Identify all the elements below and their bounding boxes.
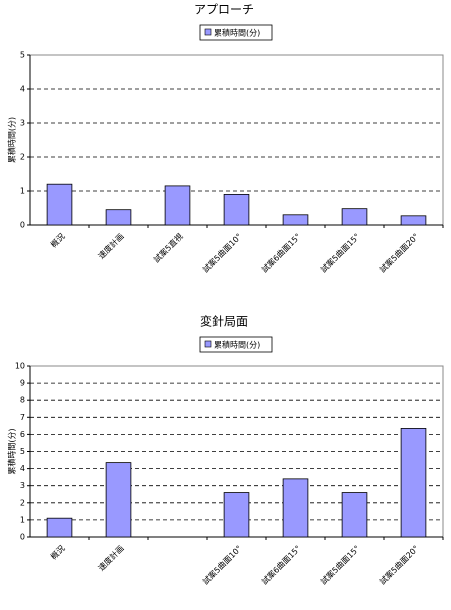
x-tick-label: 試案5曲面15° <box>318 231 361 274</box>
y-tick-label: 8 <box>20 396 25 405</box>
legend-label: 累積時間(分) <box>214 340 260 350</box>
x-tick-label: 試案6曲面15° <box>259 543 302 586</box>
y-axis-label: 累積時間(分) <box>7 117 17 163</box>
x-tick-label: 試案5曲面20° <box>377 543 420 586</box>
bar <box>400 215 427 226</box>
bar <box>282 478 309 538</box>
y-tick-label: 2 <box>20 153 25 162</box>
x-tick-label: 速度計画 <box>96 543 126 573</box>
y-tick-label: 3 <box>20 119 25 128</box>
y-tick-label: 0 <box>20 221 25 230</box>
bar <box>223 492 250 538</box>
legend-swatch <box>204 28 212 36</box>
bar <box>400 428 427 538</box>
bar <box>164 185 191 226</box>
bar <box>105 462 132 538</box>
bar <box>223 193 250 226</box>
y-tick-label: 2 <box>20 498 25 507</box>
bar <box>282 214 309 226</box>
legend-box <box>199 336 273 353</box>
y-tick-label: 5 <box>20 51 25 60</box>
x-tick-label: 試案5曲面10° <box>200 543 243 586</box>
x-tick-label: 試案5曲面20° <box>377 231 420 274</box>
y-tick-label: 10 <box>15 362 25 371</box>
y-tick-label: 3 <box>20 481 25 490</box>
bar <box>341 492 368 538</box>
x-tick-label: 速度計画 <box>96 231 126 261</box>
y-axis-label: 累積時間(分) <box>7 428 17 474</box>
chart-title: アプローチ <box>194 3 254 17</box>
legend-box <box>199 24 273 41</box>
y-tick-label: 6 <box>20 430 25 439</box>
x-tick-label: 概況 <box>48 231 66 249</box>
legend-swatch <box>204 340 212 348</box>
bar <box>46 517 73 538</box>
y-tick-label: 1 <box>20 187 25 196</box>
chart-title: 変針局面 <box>200 314 248 329</box>
y-tick-label: 7 <box>20 413 25 422</box>
y-tick-label: 1 <box>20 515 25 524</box>
y-tick-label: 5 <box>20 447 25 456</box>
x-tick-label: 概況 <box>48 543 66 561</box>
y-tick-label: 4 <box>20 464 25 473</box>
y-tick-label: 4 <box>20 85 25 94</box>
legend-label: 累積時間(分) <box>214 28 260 38</box>
x-tick-label: 試案5曲面10° <box>200 231 243 274</box>
bar <box>341 208 368 226</box>
x-tick-label: 試案5直視 <box>151 231 184 264</box>
bar <box>105 209 132 226</box>
bar <box>46 183 73 226</box>
y-tick-label: 9 <box>20 379 25 388</box>
x-tick-label: 試案5曲面15° <box>318 543 361 586</box>
x-tick-label: 試案6曲面15° <box>259 231 302 274</box>
y-tick-label: 0 <box>20 533 25 542</box>
